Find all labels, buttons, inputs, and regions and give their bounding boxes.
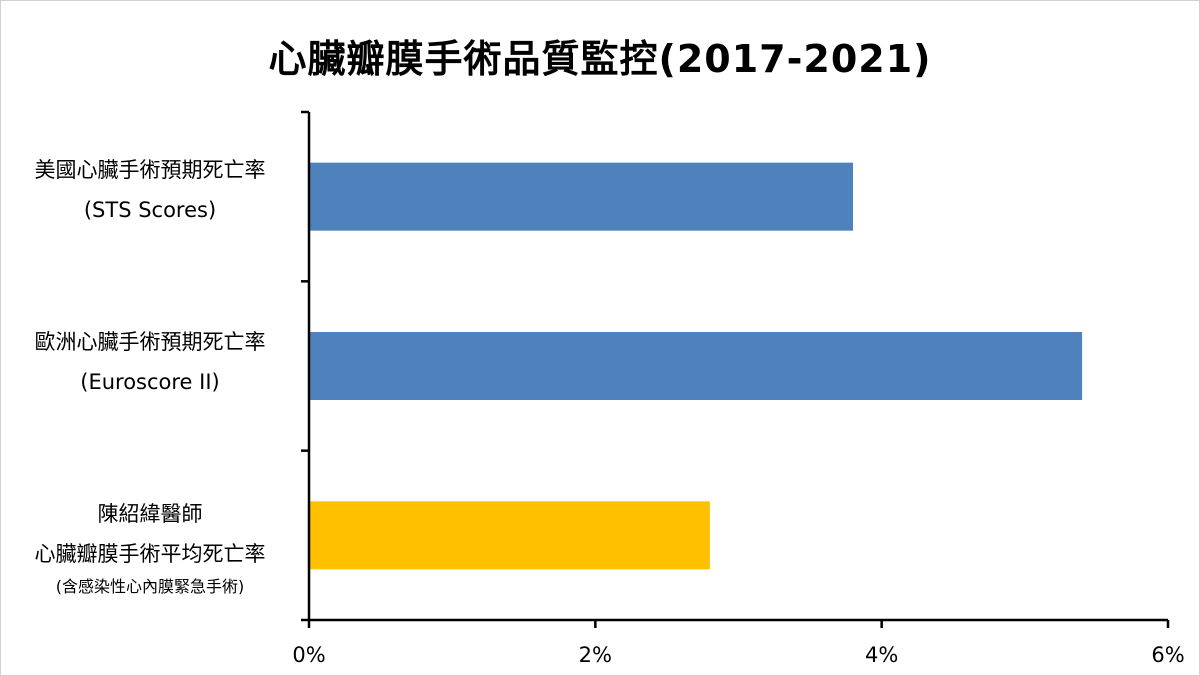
category-label-surgeon-line2: 心臟瓣膜手術平均死亡率 — [34, 542, 266, 566]
x-tick-labels: 0% 2% 4% 6% — [292, 643, 1184, 667]
category-label-surgeon-line3: (含感染性心內膜緊急手術) — [55, 577, 245, 596]
x-tick-label: 2% — [579, 643, 612, 667]
category-label-sts-line1: 美國心臟手術預期死亡率 — [34, 158, 266, 182]
category-label-sts: 美國心臟手術預期死亡率 (STS Scores) — [0, 150, 300, 230]
x-tick-label: 0% — [292, 643, 325, 667]
category-label-surgeon-line1: 陳紹緯醫師 — [97, 502, 203, 526]
category-label-euroscore-line2: (Euroscore II) — [80, 370, 220, 394]
bars-group — [309, 162, 1083, 570]
x-tick-label: 6% — [1151, 643, 1184, 667]
bar-1 — [309, 332, 1083, 400]
bar-2 — [309, 501, 710, 570]
category-label-sts-line2: (STS Scores) — [83, 198, 217, 222]
category-label-surgeon: 陳紹緯醫師 心臟瓣膜手術平均死亡率 (含感染性心內膜緊急手術) — [0, 494, 300, 600]
axes-group — [301, 110, 1170, 628]
bar-0 — [309, 162, 854, 231]
category-label-euroscore: 歐洲心臟手術預期死亡率 (Euroscore II) — [0, 322, 300, 402]
category-label-euroscore-line1: 歐洲心臟手術預期死亡率 — [34, 330, 266, 354]
x-tick-label: 4% — [865, 643, 898, 667]
chart-title: 心臟瓣膜手術品質監控(2017-2021) — [268, 37, 932, 81]
